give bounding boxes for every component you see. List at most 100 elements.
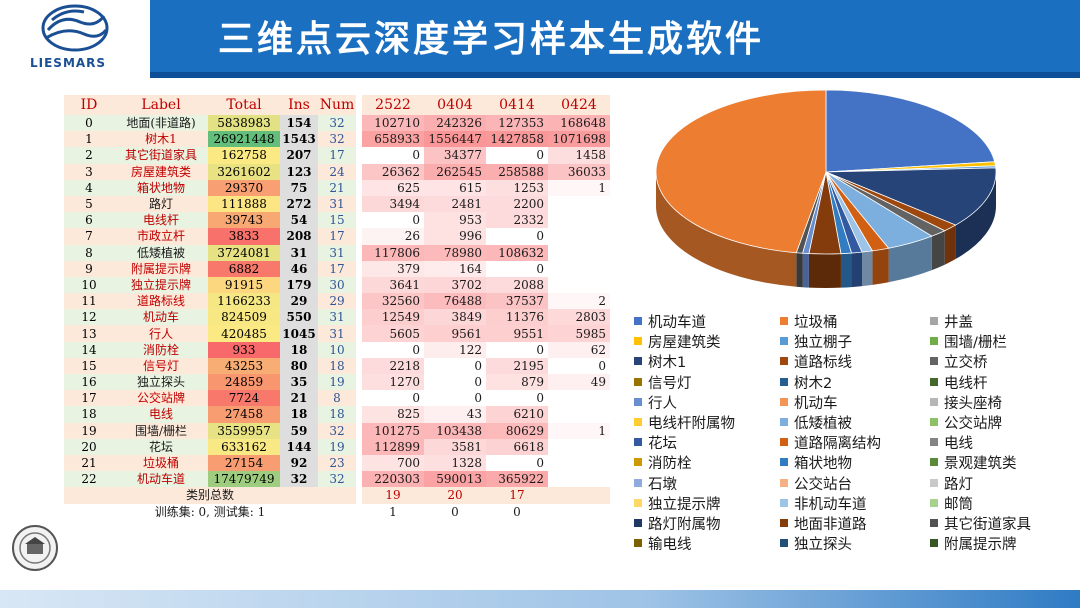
row-sample-count: 700 [362,454,424,472]
row-label: 房屋建筑类 [114,163,208,180]
row-sample-count: 2218 [362,357,424,374]
row-num: 23 [318,454,356,472]
row-sample-count: 34377 [424,147,486,164]
column-header: 0404 [424,95,486,115]
row-num: 17 [318,260,356,277]
legend-item: 独立棚子 [780,331,852,352]
row-sample-count: 2195 [486,357,548,374]
legend-swatch [780,478,788,487]
legend-swatch [780,418,788,426]
row-sample-count [548,244,610,261]
row-sample-count: 80629 [486,422,548,439]
row-sample-count: 2481 [424,195,486,213]
row-label: 机动车 [114,309,208,326]
legend-label: 邮筒 [944,496,973,513]
row-total: 420485 [208,325,280,342]
legend-swatch [930,519,938,527]
row-id: 6 [64,212,114,229]
legend-item: 公交站牌 [930,412,1002,433]
table-row: 5 路灯 111888 272 31 3494 2481 2200 [64,195,610,213]
legend-item: 景观建筑类 [930,452,1017,473]
split-gap [356,503,362,520]
row-sample-count: 0 [486,147,548,164]
page-title: 三维点云深度学习样本生成软件 [218,19,765,60]
table-row: 14 消防栓 933 18 10 0 122 0 62 [64,341,610,358]
legend-item: 房屋建筑类 [634,331,721,352]
row-sample-count: 127353 [486,115,548,132]
row-sample-count: 0 [486,390,548,407]
table-header: ID Label Total Ins Num 2522 0404 0414 0424 [64,95,610,115]
legend-swatch [634,438,642,447]
pie-slice-side [840,253,852,288]
row-id: 20 [64,438,114,455]
table-row: 7 市政立杆 3833 208 17 26 996 0 [64,228,610,245]
legend-item: 公交站台 [780,473,852,494]
legend-swatch [780,317,788,325]
legend-swatch [634,357,642,366]
legend-label: 接头座椅 [944,395,1002,412]
row-label: 行人 [114,325,208,342]
row-label: 道路标线 [114,293,208,310]
legend-swatch [634,317,642,325]
legend-item: 机动车 [780,392,838,413]
row-sample-count: 0 [486,341,548,358]
row-sample-count: 0 [362,341,424,358]
row-num: 8 [318,390,356,407]
row-total: 3261602 [208,163,280,180]
table-row: 2 其它街道家具 162758 207 17 0 34377 0 1458 [64,147,610,164]
row-sample-count: 164 [424,260,486,277]
legend-label: 公交站台 [794,476,852,493]
row-id: 21 [64,454,114,472]
legend-label: 井盖 [944,315,973,331]
row-ins: 179 [280,276,318,294]
pie-slice-side [802,253,809,288]
data-table: ID Label Total Ins Num 2522 0404 0414 0424 0 地面(非… [64,95,610,520]
row-ins: 18 [280,341,318,358]
legend-swatch [930,498,938,507]
row-total: 27154 [208,454,280,472]
row-sample-count: 3641 [362,276,424,294]
legend-item: 其它街道家具 [930,513,1031,534]
row-id: 8 [64,244,114,261]
legend-item: 围墙/栅栏 [930,331,1007,352]
legend-item: 邮筒 [930,493,973,514]
legend-item: 路灯 [930,473,973,494]
column-header: 0424 [548,95,610,115]
row-sample-count: 101275 [362,422,424,439]
row-ins: 31 [280,244,318,261]
row-num: 15 [318,212,356,229]
row-label: 信号灯 [114,357,208,374]
row-sample-count: 953 [424,212,486,229]
row-sample-count: 2200 [486,195,548,213]
legend-swatch [780,498,788,507]
legend-item: 独立探头 [780,533,852,554]
table-row: 6 电线杆 39743 54 15 0 953 2332 [64,212,610,229]
legend-label: 信号灯 [648,375,692,392]
legend-item: 树木1 [634,351,686,372]
row-id: 14 [64,341,114,358]
row-label: 公交站牌 [114,390,208,407]
row-sample-count: 5605 [362,325,424,342]
pie-slice-side [872,248,889,285]
legend-swatch [930,397,938,406]
legend-label: 独立提示牌 [648,496,721,513]
row-ins: 46 [280,260,318,277]
row-sample-count [548,276,610,294]
table-row: 22 机动车道 17479749 32 32 220303 590013 365922 [64,471,610,488]
row-sample-count: 1328 [424,454,486,472]
pie-slice-side [955,172,996,260]
row-num: 32 [318,131,356,148]
legend-item: 道路标线 [780,351,852,372]
legend-swatch [780,438,788,447]
row-label: 垃圾桶 [114,454,208,472]
row-ins: 208 [280,228,318,245]
row-sample-count: 102710 [362,115,424,132]
row-sample-count: 0 [486,228,548,245]
row-total: 1166233 [208,293,280,310]
legend-label: 地面非道路 [794,517,867,533]
row-num: 24 [318,163,356,180]
split-value: 0 [486,503,548,520]
row-ins: 207 [280,147,318,164]
legend-swatch [634,458,642,467]
